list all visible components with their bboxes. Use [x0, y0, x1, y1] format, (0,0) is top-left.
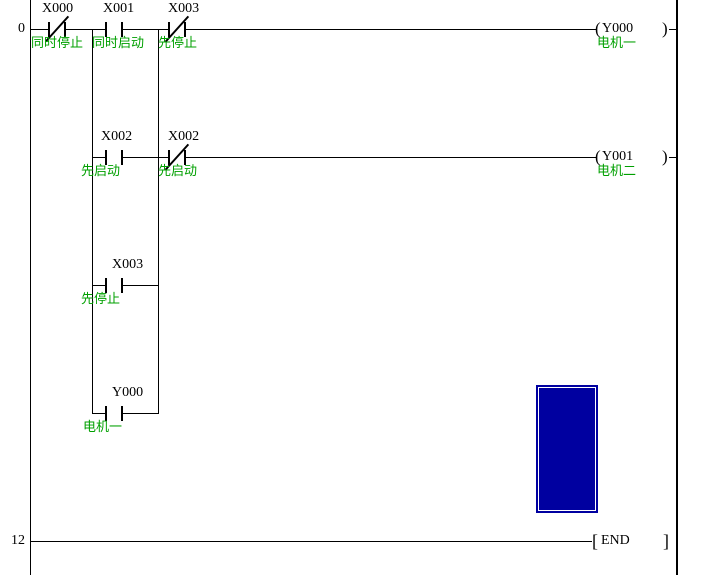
device-comment: 电机一 — [83, 419, 123, 434]
branch-vertical-left — [92, 29, 93, 414]
branch3-wire — [123, 285, 159, 286]
contact-x002-no[interactable] — [97, 143, 131, 171]
coil-close-icon: ) — [662, 147, 668, 166]
contact-x002-nc[interactable] — [160, 143, 194, 171]
contact-bar — [121, 278, 123, 293]
coil-comment: 电机一 — [597, 35, 637, 50]
rung2-wire — [186, 157, 597, 158]
coil-device-label: Y001 — [602, 149, 634, 164]
rung2-coil-stub — [669, 157, 677, 158]
right-power-rail — [676, 0, 678, 575]
branch4-wire — [123, 413, 159, 414]
coil-close-icon: ) — [662, 19, 668, 38]
device-label: X000 — [42, 1, 74, 16]
device-comment: 先停止 — [158, 35, 198, 50]
device-label: X001 — [103, 1, 135, 16]
instruction-close-bracket-icon: ] — [663, 531, 669, 551]
rung1-wire — [31, 29, 48, 30]
coil-device-label: Y000 — [602, 21, 634, 36]
contact-bar — [121, 22, 123, 37]
device-label: X002 — [168, 129, 200, 144]
rung1-wire — [66, 29, 106, 30]
branch3-wire — [92, 285, 106, 286]
left-power-rail — [30, 0, 31, 575]
rung2-wire — [123, 157, 168, 158]
step-number-rung1: 0 — [18, 21, 25, 36]
device-label: Y000 — [112, 385, 144, 400]
coil-comment: 电机二 — [597, 163, 637, 178]
device-label: X002 — [101, 129, 133, 144]
contact-x000-nc[interactable] — [40, 15, 74, 43]
end-rung-wire — [31, 541, 592, 542]
branch4-wire — [92, 413, 106, 414]
rung1-coil-stub — [669, 29, 677, 30]
device-comment: 同时启动 — [92, 35, 145, 50]
instruction-label: END — [601, 533, 630, 548]
contact-bar — [48, 22, 50, 37]
contact-bar — [168, 22, 170, 37]
rung1-wire — [123, 29, 168, 30]
contact-bar — [121, 406, 123, 421]
rung2-wire — [92, 157, 106, 158]
device-label: X003 — [168, 1, 200, 16]
contact-x001-no[interactable] — [97, 15, 131, 43]
device-comment: 先启动 — [81, 163, 121, 178]
contact-bar — [105, 406, 107, 421]
contact-bar — [105, 150, 107, 165]
device-comment: 同时停止 — [31, 35, 84, 50]
coil-open-icon: ( — [595, 19, 601, 38]
instruction-open-bracket-icon: [ — [592, 531, 598, 551]
contact-bar — [121, 150, 123, 165]
contact-bar — [64, 22, 66, 37]
edit-cursor-fill — [539, 388, 595, 510]
contact-x003-no[interactable] — [97, 271, 131, 299]
branch-vertical-right — [158, 29, 159, 414]
contact-y000-no[interactable] — [97, 399, 131, 427]
contact-bar — [168, 150, 170, 165]
device-label: X003 — [112, 257, 144, 272]
contact-bar — [105, 278, 107, 293]
device-comment: 先启动 — [158, 163, 198, 178]
step-number-end: 12 — [11, 533, 25, 548]
device-comment: 先停止 — [81, 291, 121, 306]
rung1-wire — [186, 29, 597, 30]
contact-bar — [184, 150, 186, 165]
coil-open-icon: ( — [595, 147, 601, 166]
contact-x003-nc[interactable] — [160, 15, 194, 43]
contact-bar — [184, 22, 186, 37]
edit-cursor[interactable] — [536, 385, 598, 513]
contact-bar — [105, 22, 107, 37]
